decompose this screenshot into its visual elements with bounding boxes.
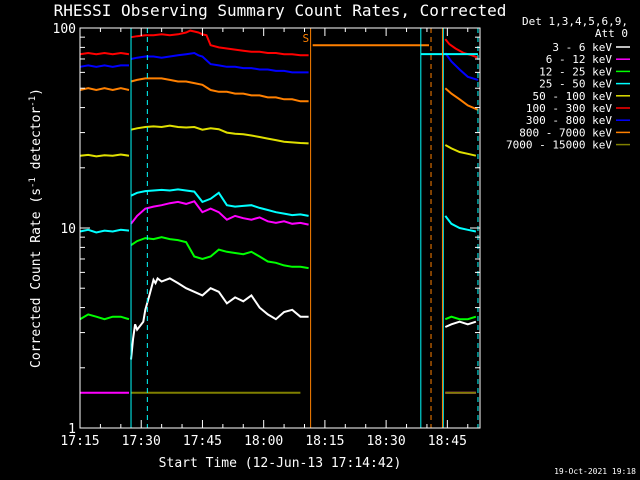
- series-line-300-800-kev-1: [79, 64, 129, 68]
- x-tick-label: 18:45: [428, 434, 467, 449]
- saa-label: S: [302, 32, 309, 45]
- series-line-800-7000-kev-4: [444, 87, 479, 111]
- series-line-100-300-kev-3: [444, 38, 479, 59]
- y-axis-label: Corrected Count Rate (s-1 detector-1): [28, 88, 44, 368]
- y-tick-label: 10: [60, 222, 76, 237]
- series-line-100-300-kev-1: [79, 51, 130, 56]
- series-line-3-6-kev-1: [130, 276, 309, 360]
- series-line-25-50-kev-1: [79, 228, 130, 234]
- series-line-12-25-kev-1: [79, 313, 130, 321]
- legend-label-6-12-kev: 6 - 12 keV: [546, 53, 613, 66]
- series-line-100-300-kev-2: [130, 29, 309, 57]
- legend-header-line-1: Det 1,3,4,5,6,9,: [522, 15, 628, 28]
- legend-label-25-50-kev: 25 - 50 keV: [539, 78, 612, 91]
- x-tick-label: 17:30: [122, 434, 161, 449]
- series-line-800-7000-kev-1: [79, 87, 130, 92]
- plot-data-layer: [79, 29, 479, 394]
- y-tick-label: 100: [53, 22, 76, 37]
- series-line-50-100-kev-3: [444, 144, 477, 157]
- y-tick-label: 1: [68, 422, 76, 437]
- x-tick-label: 17:45: [183, 434, 222, 449]
- timestamp: 19-Oct-2021 19:18: [554, 467, 636, 476]
- series-300-800-kev: [79, 51, 479, 81]
- axes-layer: 17:15 17:30 17:45 18:00 18:15 18:30 18:45 1 10 10…: [53, 22, 480, 449]
- legend-header-line-2: Att 0: [595, 27, 628, 40]
- x-tick-label: 18:15: [305, 434, 344, 449]
- series-100-300-kev: [79, 29, 479, 59]
- legend-label-100-300-kev: 100 - 300 keV: [526, 102, 612, 115]
- series-line-50-100-kev-1: [79, 153, 130, 158]
- series-line-800-7000-kev-2: [130, 77, 309, 103]
- series-line-3-6-kev-2: [444, 320, 477, 328]
- series-12-25-kev: [79, 236, 477, 321]
- legend-label-12-25-kev: 12 - 25 keV: [539, 65, 612, 78]
- x-tick-label: 17:15: [60, 434, 99, 449]
- series-line-300-800-kev-2: [130, 51, 309, 74]
- legend-label-800-7000-kev: 800 - 7000 keV: [519, 126, 612, 139]
- legend-label-3-6-kev: 3 - 6 keV: [552, 41, 612, 54]
- series-line-12-25-kev-3: [444, 315, 477, 321]
- x-tick-label: 18:30: [367, 434, 406, 449]
- legend-label-50-100-kev: 50 - 100 keV: [533, 90, 613, 103]
- series-50-100-kev: [79, 124, 477, 158]
- series-3-6-kev: [130, 276, 477, 360]
- series-line-50-100-kev-2: [130, 124, 309, 145]
- series-line-12-25-kev-2: [130, 236, 309, 270]
- series-line-25-50-kev-3: [444, 215, 477, 233]
- legend-label-7000-15000-kev: 7000 - 15000 keV: [506, 139, 612, 152]
- series-line-25-50-kev-2: [130, 188, 309, 217]
- x-tick-label: 18:00: [244, 434, 283, 449]
- series-25-50-kev: [79, 188, 477, 234]
- chart-title: RHESSI Observing Summary Count Rates, Co…: [54, 1, 507, 20]
- series-line-6-12-kev-2: [130, 200, 309, 226]
- series-line-300-800-kev-3: [444, 52, 479, 81]
- series-800-7000-kev: [79, 44, 479, 111]
- legend-label-300-800-kev: 300 - 800 keV: [526, 114, 612, 127]
- x-axis-label: Start Time (12-Jun-13 17:14:42): [159, 456, 402, 471]
